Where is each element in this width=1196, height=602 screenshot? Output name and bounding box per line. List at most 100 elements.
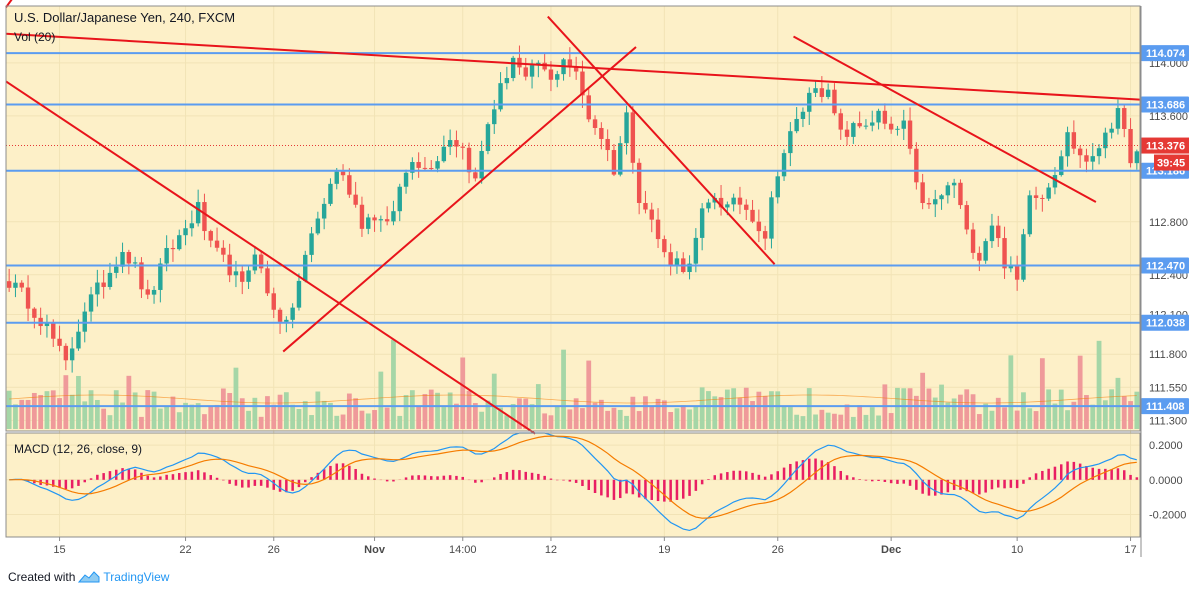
candle-body	[340, 171, 346, 176]
volume-bar	[724, 389, 730, 429]
volume-bar	[630, 396, 636, 429]
countdown-label: 39:45	[1157, 158, 1185, 170]
volume-bar	[655, 398, 661, 429]
candle-body	[309, 233, 314, 255]
volume-bar	[561, 349, 566, 429]
volume-bar	[964, 389, 970, 429]
candle-body	[605, 138, 610, 151]
macd-tick-label: 0.2000	[1149, 440, 1183, 452]
candle-body	[347, 175, 352, 195]
volume-bar	[120, 402, 125, 429]
volume-bar	[113, 390, 119, 429]
volume-bar	[674, 408, 680, 429]
candle-body	[492, 109, 497, 125]
volume-bar	[1027, 408, 1033, 429]
volume-bar	[567, 409, 573, 429]
volume-bar	[170, 396, 176, 429]
candle-body	[372, 217, 377, 221]
footer[interactable]: Created with TradingView	[8, 570, 169, 584]
volume-bar	[794, 414, 800, 429]
candle-body	[69, 348, 75, 361]
horizontal-levels[interactable]	[6, 52, 1140, 408]
volume-bar	[1039, 358, 1045, 429]
candle-body	[57, 338, 62, 346]
candle-body	[88, 294, 94, 312]
volume-bar	[397, 415, 403, 429]
candle-body	[359, 204, 365, 229]
candle-body	[139, 262, 144, 290]
volume-bar	[19, 399, 25, 429]
volume-bar	[863, 414, 869, 429]
candle-body	[668, 252, 673, 265]
time-tick-label: 26	[772, 544, 784, 556]
volume-bar	[1077, 355, 1083, 429]
level-price-label: 111.408	[1146, 401, 1185, 413]
tradingview-brand[interactable]: TradingView	[103, 570, 170, 584]
candle-body	[284, 319, 289, 322]
candle-body	[983, 241, 988, 261]
volume-bar	[661, 400, 667, 429]
created-with-text: Created with	[8, 570, 76, 584]
volume-bar	[813, 414, 818, 429]
volume-bar	[409, 390, 415, 429]
time-tick-label: 17	[1124, 544, 1136, 556]
candle-body	[580, 71, 585, 96]
candle-body	[1065, 132, 1070, 157]
volume-bar	[712, 396, 718, 429]
volume-bar	[605, 410, 611, 429]
volume-bar	[932, 397, 938, 429]
volume-bar	[189, 404, 195, 429]
candle-body	[296, 280, 302, 308]
candle-body	[964, 205, 969, 230]
time-tick-label: 26	[268, 544, 280, 556]
level-price-tag	[1141, 398, 1189, 415]
candle-body	[718, 197, 724, 208]
candle-body	[819, 88, 825, 97]
volume-bar	[151, 391, 157, 429]
candle-body	[1071, 132, 1077, 149]
candle-body	[315, 218, 321, 234]
volume-bar	[850, 416, 856, 429]
candle-body	[132, 262, 138, 264]
pane-borders	[5, 5, 1142, 557]
volume-bar	[586, 360, 592, 429]
candle-body	[706, 202, 711, 209]
volume-bar	[554, 406, 560, 429]
candle-body	[1077, 148, 1083, 156]
volume-bar	[1134, 391, 1140, 429]
candle-body	[252, 254, 258, 271]
candle-body	[1033, 195, 1039, 198]
candle-body	[435, 161, 440, 169]
volume-bar	[1115, 377, 1121, 429]
volume-bar	[13, 404, 18, 429]
candle-body	[555, 74, 560, 80]
volume-bar	[1002, 407, 1007, 429]
trendlines[interactable]	[5, 0, 1147, 435]
candle-body	[378, 219, 384, 221]
candle-body	[529, 65, 535, 77]
volume-bar	[334, 415, 340, 429]
volume-bar	[743, 387, 749, 429]
candle-body	[933, 199, 938, 205]
volume-bar	[252, 397, 258, 429]
level-price-tag	[1141, 45, 1189, 62]
level-price-tag	[1141, 257, 1189, 274]
volume-bar	[1046, 389, 1052, 429]
candle-body	[1040, 197, 1045, 199]
volume-bar	[668, 411, 674, 429]
volume-bar	[220, 388, 226, 429]
volume-bar	[441, 407, 447, 429]
candle-body	[888, 123, 894, 130]
volume-bar	[680, 405, 686, 429]
volume-bar	[57, 398, 62, 429]
candle-body	[271, 293, 276, 310]
volume-bar	[1071, 401, 1077, 429]
candle-body	[454, 140, 459, 147]
candle-body	[265, 268, 270, 294]
candle-body	[573, 67, 579, 72]
candle-body	[744, 204, 749, 210]
trendline	[5, 32, 1147, 102]
volume-bar	[876, 415, 881, 429]
